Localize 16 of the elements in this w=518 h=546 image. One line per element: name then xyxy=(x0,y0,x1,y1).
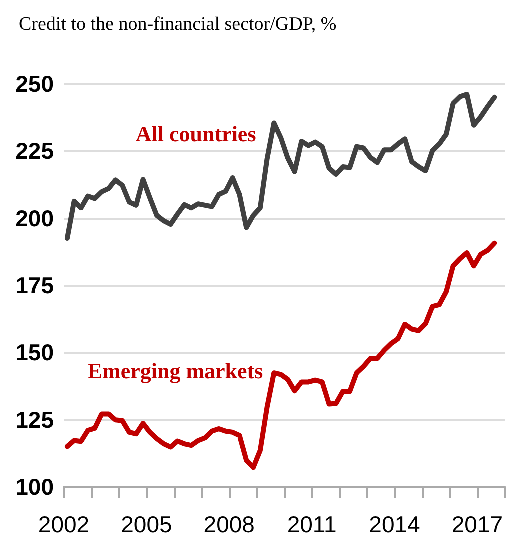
y-tick-label: 100 xyxy=(16,474,54,500)
series-label: Emerging markets xyxy=(88,358,264,384)
y-tick-label: 200 xyxy=(16,205,54,232)
y-tick-label: 225 xyxy=(16,138,54,164)
y-tick-label: 125 xyxy=(16,406,54,433)
series-label: All countries xyxy=(136,122,257,147)
y-tick-label: 150 xyxy=(16,340,54,366)
x-tick-label: 2011 xyxy=(287,512,337,538)
x-tick-label: 2008 xyxy=(204,512,255,538)
y-tick-label: 250 xyxy=(16,71,54,97)
x-tick-label: 2014 xyxy=(369,512,421,538)
chart-title: Credit to the non‑financial sector/GDP, % xyxy=(19,14,337,35)
y-tick-label: 175 xyxy=(16,272,54,298)
x-tick-label: 2005 xyxy=(121,512,172,538)
x-tick-label: 2017 xyxy=(452,512,504,538)
x-tick-label: 2002 xyxy=(38,512,90,538)
